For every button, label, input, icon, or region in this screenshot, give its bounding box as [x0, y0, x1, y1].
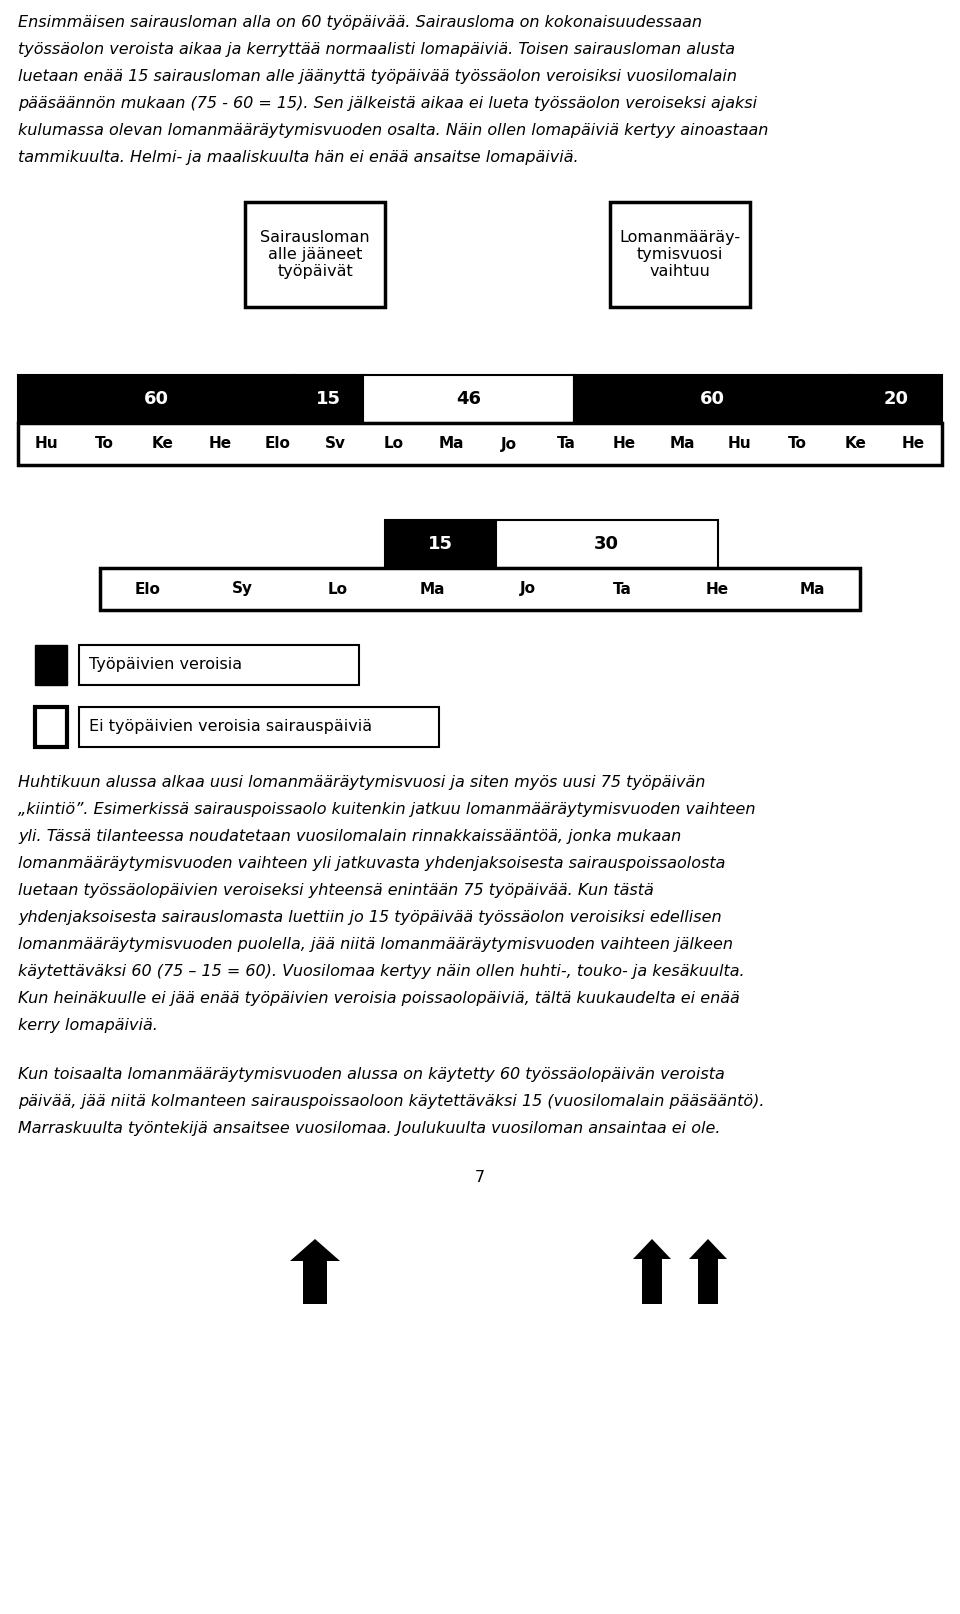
Text: Lomanmääräy-
tymisvuosi
vaihtuu: Lomanmääräy- tymisvuosi vaihtuu — [619, 229, 740, 279]
Text: Sairausloman
alle jääneet
työpäivät: Sairausloman alle jääneet työpäivät — [260, 229, 370, 279]
Text: He: He — [208, 436, 231, 452]
Text: Ei työpäivien veroisia sairauspäiviä: Ei työpäivien veroisia sairauspäiviä — [89, 720, 372, 734]
Bar — [35, 646, 67, 684]
Text: 60: 60 — [143, 391, 168, 408]
Bar — [35, 707, 67, 747]
Polygon shape — [633, 1240, 671, 1304]
Text: pääsäännön mukaan (75 - 60 = 15). Sen jälkeistä aikaa ei lueta työssäolon verois: pääsäännön mukaan (75 - 60 = 15). Sen jä… — [18, 95, 757, 111]
Text: Elo: Elo — [265, 436, 291, 452]
Bar — [100, 568, 860, 610]
Text: 7: 7 — [475, 1170, 485, 1186]
Text: lomanmääräytymisvuoden puolella, jää niitä lomanmääräytymisvuoden vaihteen jälke: lomanmääräytymisvuoden puolella, jää nii… — [18, 938, 733, 952]
Text: yhdenjaksoisesta sairauslomasta luettiin jo 15 työpäivää työssäolon veroisiksi e: yhdenjaksoisesta sairauslomasta luettiin… — [18, 910, 722, 925]
Bar — [245, 202, 385, 307]
Bar — [18, 423, 942, 465]
Text: 15: 15 — [428, 534, 453, 554]
Bar — [495, 520, 717, 568]
Bar — [610, 202, 750, 307]
Text: „kiintiö”. Esimerkissä sairauspoissaolo kuitenkin jatkuu lomanmääräytymisvuoden : „kiintiö”. Esimerkissä sairauspoissaolo … — [18, 802, 756, 817]
Bar — [79, 707, 439, 747]
Text: Ma: Ma — [800, 581, 826, 597]
Bar — [850, 374, 942, 423]
Text: 20: 20 — [883, 391, 908, 408]
Text: Elo: Elo — [134, 581, 160, 597]
Text: Hu: Hu — [728, 436, 752, 452]
Text: Ta: Ta — [613, 581, 632, 597]
Text: Sy: Sy — [232, 581, 253, 597]
Bar — [363, 374, 574, 423]
Text: luetaan enää 15 sairausloman alle jäänyttä työpäivää työssäolon veroisiksi vuosi: luetaan enää 15 sairausloman alle jäänyt… — [18, 69, 737, 84]
Bar — [385, 520, 495, 568]
Text: kerry lomapäiviä.: kerry lomapäiviä. — [18, 1018, 157, 1033]
Text: Ta: Ta — [557, 436, 576, 452]
Text: tammikuulta. Helmi- ja maaliskuulta hän ei enää ansaitse lomapäiviä.: tammikuulta. Helmi- ja maaliskuulta hän … — [18, 150, 579, 165]
Text: Ma: Ma — [439, 436, 464, 452]
Text: He: He — [706, 581, 729, 597]
Text: Lo: Lo — [383, 436, 403, 452]
Text: päivää, jää niitä kolmanteen sairauspoissaoloon käytettäväksi 15 (vuosilomalain : päivää, jää niitä kolmanteen sairauspois… — [18, 1094, 764, 1109]
Text: Työpäivien veroisia: Työpäivien veroisia — [89, 657, 242, 673]
Text: 30: 30 — [594, 534, 619, 554]
Bar — [18, 374, 294, 423]
Text: Huhtikuun alussa alkaa uusi lomanmääräytymisvuosi ja siten myös uusi 75 työpäivä: Huhtikuun alussa alkaa uusi lomanmääräyt… — [18, 775, 706, 789]
Text: Ma: Ma — [420, 581, 445, 597]
Text: Ma: Ma — [669, 436, 695, 452]
Text: Ke: Ke — [152, 436, 174, 452]
Text: To: To — [95, 436, 114, 452]
Bar — [79, 646, 359, 684]
Text: lomanmääräytymisvuoden vaihteen yli jatkuvasta yhdenjaksoisesta sairauspoissaolo: lomanmääräytymisvuoden vaihteen yli jatk… — [18, 855, 726, 872]
Text: työssäolon veroista aikaa ja kerryttää normaalisti lomapäiviä. Toisen sairauslom: työssäolon veroista aikaa ja kerryttää n… — [18, 42, 735, 56]
Polygon shape — [290, 1240, 340, 1304]
Text: Kun toisaalta lomanmääräytymisvuoden alussa on käytetty 60 työssäolopäivän veroi: Kun toisaalta lomanmääräytymisvuoden alu… — [18, 1067, 725, 1081]
Text: To: To — [788, 436, 807, 452]
Text: Ensimmäisen sairausloman alla on 60 työpäivää. Sairausloma on kokonaisuudessaan: Ensimmäisen sairausloman alla on 60 työp… — [18, 15, 702, 31]
Text: 15: 15 — [316, 391, 341, 408]
Text: Jo: Jo — [501, 436, 516, 452]
Text: 46: 46 — [456, 391, 481, 408]
Text: Sv: Sv — [325, 436, 347, 452]
Text: Jo: Jo — [519, 581, 536, 597]
Text: käytettäväksi 60 (75 – 15 = 60). Vuosilomaa kertyy näin ollen huhti-, touko- ja : käytettäväksi 60 (75 – 15 = 60). Vuosilo… — [18, 964, 745, 980]
Text: Lo: Lo — [327, 581, 348, 597]
Text: Marraskuulta työntekijä ansaitsee vuosilomaa. Joulukuulta vuosiloman ansaintaa e: Marraskuulta työntekijä ansaitsee vuosil… — [18, 1122, 721, 1136]
Text: yli. Tässä tilanteessa noudatetaan vuosilomalain rinnakkaissääntöä, jonka mukaan: yli. Tässä tilanteessa noudatetaan vuosi… — [18, 830, 682, 844]
Text: Hu: Hu — [36, 436, 59, 452]
Text: He: He — [901, 436, 924, 452]
Text: luetaan työssäolopäivien veroiseksi yhteensä enintään 75 työpäivää. Kun tästä: luetaan työssäolopäivien veroiseksi yhte… — [18, 883, 654, 897]
Text: Ke: Ke — [845, 436, 866, 452]
Polygon shape — [689, 1240, 727, 1304]
Text: He: He — [612, 436, 636, 452]
Text: kulumassa olevan lomanmääräytymisvuoden osalta. Näin ollen lomapäiviä kertyy ain: kulumassa olevan lomanmääräytymisvuoden … — [18, 123, 768, 139]
Text: Kun heinäkuulle ei jää enää työpäivien veroisia poissaolopäiviä, tältä kuukaudel: Kun heinäkuulle ei jää enää työpäivien v… — [18, 991, 740, 1006]
Bar — [294, 374, 363, 423]
Bar — [574, 374, 850, 423]
Text: 60: 60 — [700, 391, 725, 408]
